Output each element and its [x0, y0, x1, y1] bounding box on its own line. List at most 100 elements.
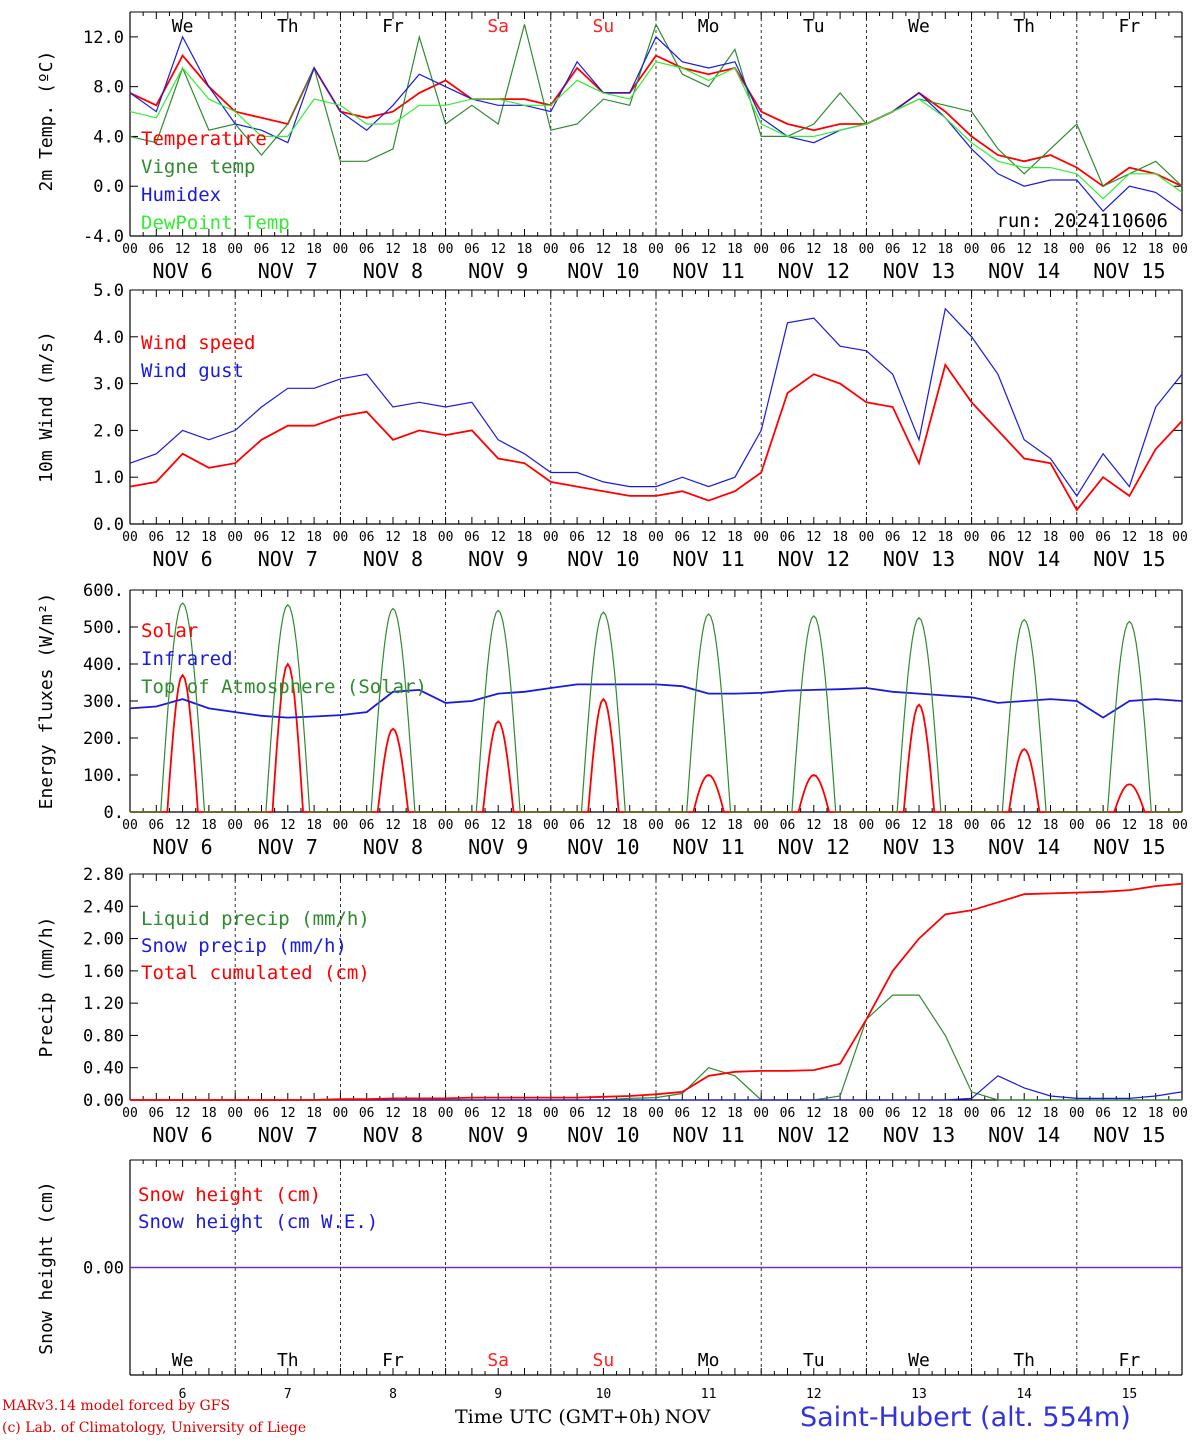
- day-of-week-bottom: Tu: [803, 1350, 825, 1371]
- hour-tick-label: 18: [1043, 530, 1059, 545]
- y-tick-label: 2.40: [83, 897, 124, 917]
- hour-tick-label: 18: [1043, 242, 1059, 257]
- hour-tick-label: 06: [885, 530, 901, 545]
- hour-tick-label: 00: [964, 1106, 980, 1121]
- date-label: NOV 15: [1093, 259, 1165, 283]
- series-line: [129, 683, 1183, 719]
- hour-tick-label: 06: [148, 1106, 164, 1121]
- hour-tick-label: 18: [1148, 242, 1164, 257]
- date-label: NOV 12: [778, 1123, 850, 1147]
- hour-tick-label: 12: [596, 818, 612, 833]
- hour-tick-label: 12: [701, 530, 717, 545]
- hour-tick-label: 06: [885, 242, 901, 257]
- date-label: NOV 12: [778, 259, 850, 283]
- hour-tick-label: 18: [201, 530, 217, 545]
- y-axis-title: 10m Wind (m/s): [36, 331, 57, 483]
- date-label: NOV 8: [363, 547, 423, 571]
- hour-tick-label: 06: [148, 242, 164, 257]
- date-label: NOV 7: [258, 259, 318, 283]
- hour-tick-label: 12: [806, 242, 822, 257]
- hour-tick-label: 00: [1172, 818, 1188, 833]
- date-label: NOV 14: [988, 547, 1060, 571]
- station-label: Saint-Hubert (alt. 554m): [800, 1402, 1131, 1433]
- hour-tick-label: 06: [359, 1106, 375, 1121]
- y-axis-title: 2m Temp. (ºC): [36, 51, 57, 192]
- hour-tick-label: 06: [254, 530, 270, 545]
- hour-tick-label: 06: [254, 242, 270, 257]
- hour-tick-label: 00: [964, 818, 980, 833]
- date-label: NOV 13: [883, 835, 955, 859]
- y-tick-label: 200.: [83, 729, 124, 749]
- bottom-day-number: 10: [596, 1387, 612, 1402]
- legend-entry: Wind gust: [141, 360, 244, 382]
- day-of-week-top: Fr: [1119, 16, 1141, 37]
- hour-tick-label: 12: [911, 818, 927, 833]
- hour-tick-label: 18: [727, 1106, 743, 1121]
- date-label: NOV 11: [672, 547, 744, 571]
- hour-tick-label: 18: [622, 530, 638, 545]
- hour-tick-label: 06: [254, 818, 270, 833]
- date-label: NOV 11: [672, 1123, 744, 1147]
- legend-entry: Snow height (cm): [138, 1184, 321, 1206]
- series-line: [129, 35, 1183, 212]
- legend-entry: Solar: [141, 620, 198, 642]
- y-tick-label: 0.0: [93, 515, 124, 535]
- hour-tick-label: 00: [333, 818, 349, 833]
- date-label: NOV 8: [363, 835, 423, 859]
- hour-tick-label: 12: [806, 818, 822, 833]
- hour-tick-label: 00: [543, 530, 559, 545]
- day-of-week-top: Sa: [487, 16, 509, 37]
- series-line: [130, 882, 1183, 1101]
- date-label: NOV 15: [1093, 1123, 1165, 1147]
- hour-tick-label: 18: [1148, 530, 1164, 545]
- hour-tick-label: 06: [674, 1106, 690, 1121]
- day-of-week-top: Su: [593, 16, 615, 37]
- legend-entry: Top of Atmosphere (Solar): [141, 676, 427, 698]
- date-label: NOV 11: [672, 259, 744, 283]
- hour-tick-label: 18: [201, 818, 217, 833]
- hour-tick-label: 12: [701, 1106, 717, 1121]
- day-of-week-bottom: Fr: [1119, 1350, 1141, 1371]
- hour-tick-label: 00: [227, 242, 243, 257]
- hour-tick-label: 00: [333, 242, 349, 257]
- hour-tick-label: 06: [780, 1106, 796, 1121]
- xaxis-title: Time UTC (GMT+0h) NOV: [455, 1406, 710, 1428]
- hour-tick-label: 06: [780, 242, 796, 257]
- hour-tick-label: 18: [727, 530, 743, 545]
- hour-tick-label: 18: [1148, 1106, 1164, 1121]
- day-of-week-top: Fr: [382, 16, 404, 37]
- hour-tick-label: 12: [385, 1106, 401, 1121]
- y-tick-label: -4.0: [83, 227, 124, 247]
- hour-tick-label: 12: [1122, 242, 1138, 257]
- hour-tick-label: 06: [569, 1106, 585, 1121]
- bottom-day-number: 6: [179, 1387, 187, 1402]
- hour-tick-label: 06: [1095, 530, 1111, 545]
- hour-tick-label: 12: [1016, 1106, 1032, 1121]
- y-tick-label: 400.: [83, 655, 124, 675]
- date-label: NOV 10: [567, 835, 639, 859]
- date-label: NOV 9: [468, 547, 528, 571]
- hour-tick-label: 06: [464, 242, 480, 257]
- day-of-week-bottom: Su: [593, 1350, 615, 1371]
- hour-tick-label: 06: [359, 818, 375, 833]
- hour-tick-label: 06: [885, 1106, 901, 1121]
- hour-tick-label: 18: [622, 1106, 638, 1121]
- hour-tick-label: 18: [727, 818, 743, 833]
- hour-tick-label: 12: [596, 1106, 612, 1121]
- hour-tick-label: 12: [175, 1106, 191, 1121]
- hour-tick-label: 12: [806, 530, 822, 545]
- y-axis-title: Energy fluxes (W/m²): [36, 593, 57, 810]
- day-of-week-bottom: We: [172, 1350, 194, 1371]
- hour-tick-label: 18: [517, 530, 533, 545]
- hour-tick-label: 00: [753, 818, 769, 833]
- date-label: NOV 7: [258, 835, 318, 859]
- hour-tick-label: 06: [464, 530, 480, 545]
- y-tick-label: 500.: [83, 618, 124, 638]
- date-label: NOV 7: [258, 1123, 318, 1147]
- date-label: NOV 14: [988, 259, 1060, 283]
- hour-tick-label: 00: [648, 818, 664, 833]
- hour-tick-label: 12: [911, 1106, 927, 1121]
- y-tick-label: 2.80: [83, 865, 124, 885]
- y-tick-label: 0.0: [93, 177, 124, 197]
